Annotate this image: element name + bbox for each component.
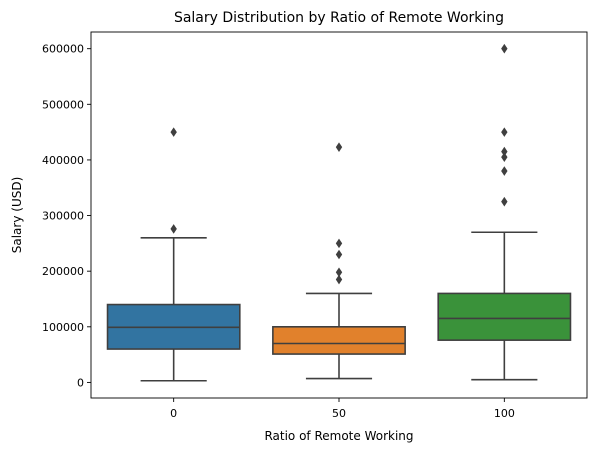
outlier-point — [335, 267, 343, 278]
y-tick-label: 100000 — [42, 321, 84, 334]
x-axis-label: Ratio of Remote Working — [264, 429, 413, 443]
y-axis-ticks: 0 100000 200000 300000 400000 500000 600000 — [42, 43, 91, 389]
y-tick-label: 400000 — [42, 154, 84, 167]
outlier-point — [335, 238, 343, 249]
box-group — [272, 142, 406, 380]
outlier-point — [501, 43, 508, 54]
x-tick-label: 50 — [332, 407, 346, 420]
outlier-point — [501, 166, 508, 176]
outlier-point — [501, 196, 508, 207]
outlier-point — [501, 127, 508, 137]
outlier-point — [335, 142, 343, 152]
y-tick-label: 200000 — [42, 265, 84, 278]
x-axis-ticks: 0 50 100 — [170, 398, 515, 420]
chart-title: Salary Distribution by Ratio of Remote W… — [174, 10, 504, 26]
outlier-point — [501, 152, 508, 162]
box-series — [106, 43, 572, 382]
iqr-box — [437, 292, 572, 341]
iqr-box — [272, 326, 406, 355]
outlier-point — [335, 249, 343, 260]
y-tick-label: 300000 — [42, 210, 84, 223]
y-tick-label: 0 — [77, 376, 84, 389]
outlier-point — [501, 146, 508, 157]
outlier-point — [170, 127, 177, 137]
outlier-point — [170, 224, 177, 234]
box-group — [106, 127, 241, 382]
box-group — [437, 43, 572, 381]
outlier-point — [335, 274, 343, 285]
y-tick-label: 600000 — [42, 43, 84, 56]
x-tick-label: 100 — [494, 407, 515, 420]
plot-area-frame — [90, 31, 588, 399]
y-axis-label: Salary (USD) — [10, 177, 24, 254]
x-tick-label: 0 — [170, 407, 177, 420]
y-tick-label: 500000 — [42, 98, 84, 111]
